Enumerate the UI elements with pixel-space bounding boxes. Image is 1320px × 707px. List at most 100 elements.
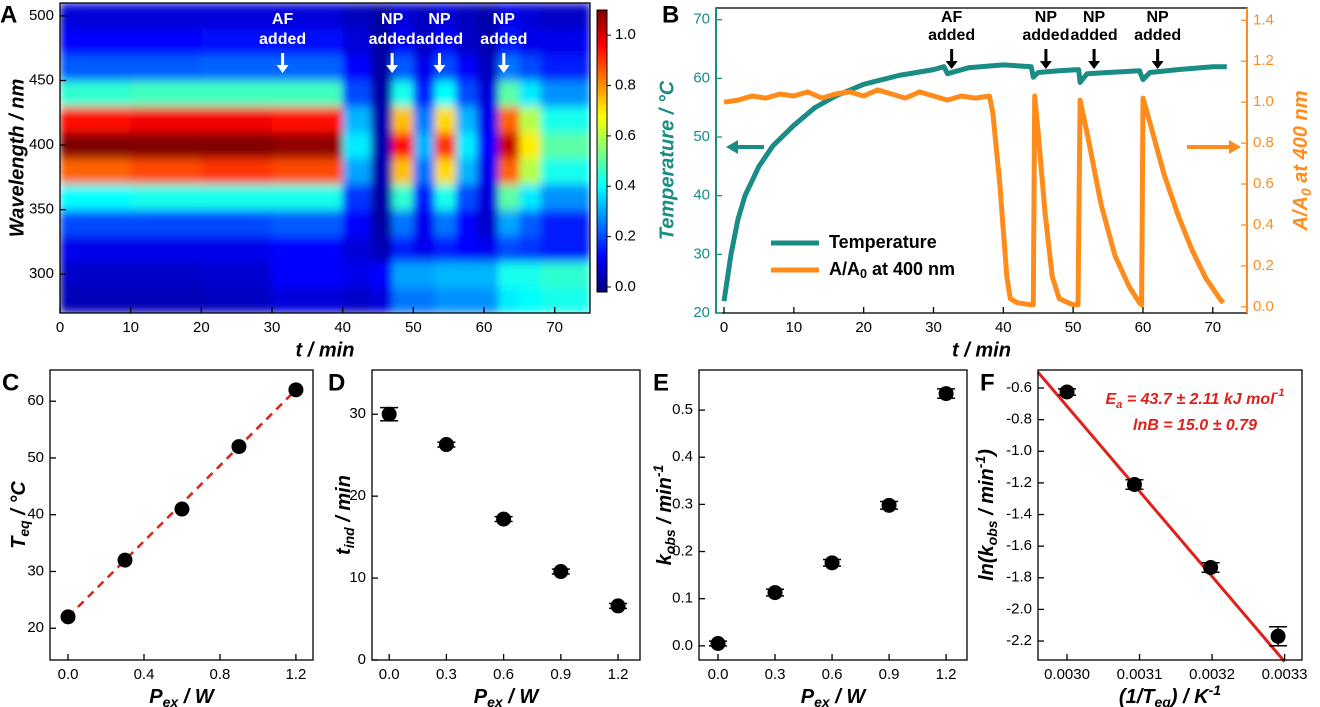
y2-tick-label: 1.0	[1253, 93, 1274, 110]
heatmap-cell	[476, 106, 499, 133]
y-tick-label: 0.0	[672, 637, 693, 654]
colorbar-tick-label: 0.2	[615, 228, 636, 245]
legend-label-part: 0	[860, 267, 867, 281]
heatmap-cell	[272, 132, 344, 159]
plot-frame	[698, 369, 968, 661]
data-point	[1203, 559, 1219, 575]
annotation-arrow-head	[945, 61, 958, 69]
heatmap-cell	[370, 80, 393, 107]
heatmap-cell	[392, 54, 414, 81]
heatmap-cell	[342, 106, 372, 133]
heatmap-cell	[60, 158, 132, 185]
data-point	[710, 635, 726, 651]
data-point	[381, 406, 397, 422]
heatmap-cell	[60, 209, 132, 236]
y-tick-label: 10	[349, 569, 366, 586]
heatmap-cell	[540, 28, 590, 56]
heatmap-cell	[130, 158, 202, 185]
heatmap-cell	[60, 235, 132, 262]
heatmap-cell	[413, 209, 436, 236]
x-tick-label: 10	[786, 319, 803, 336]
heatmap-cell	[455, 209, 478, 236]
x-tick-label: 0.0	[708, 666, 729, 683]
heatmap-cell	[434, 209, 457, 236]
x-tick-label: 50	[405, 319, 422, 336]
x-tick-label: 0.0030	[1044, 666, 1090, 683]
heatmap-cell	[540, 183, 590, 211]
y-tick-label: 0	[358, 651, 366, 668]
fit-note: lnB = 15.0 ± 0.79	[1133, 417, 1257, 434]
heatmap-cell	[272, 28, 344, 56]
y-axis-title-part: -1	[972, 456, 988, 469]
x-tick-label: 30	[264, 319, 281, 336]
heatmap-cell	[60, 3, 132, 30]
y-tick-label: -1.2	[1006, 474, 1032, 491]
heatmap-cell	[272, 287, 344, 313]
heatmap-cell	[455, 235, 478, 262]
heatmap-cell	[455, 80, 478, 107]
y-axis-title-part: -1	[650, 464, 666, 477]
heatmap-cell	[540, 3, 590, 30]
heatmap-cell	[519, 3, 542, 30]
heatmap-cell	[392, 261, 414, 288]
heatmap-cell	[272, 3, 344, 30]
line-series	[721, 62, 1227, 302]
heatmap-cell	[540, 261, 590, 288]
heatmap-cell	[455, 28, 478, 56]
heatmap-cell	[201, 235, 273, 262]
heatmap-cell	[342, 287, 372, 313]
heatmap-cell	[392, 28, 414, 56]
heatmap-cell	[498, 287, 520, 313]
y-tick-label: 60	[27, 392, 44, 409]
panel-label: F	[980, 369, 995, 396]
y-tick-label: 300	[29, 265, 54, 282]
heatmap-cell	[370, 54, 393, 81]
y2-axis-title-part: A/A	[1290, 196, 1312, 231]
legend-label: A/A0 at 400 nm	[829, 259, 955, 282]
y-tick-label: 50	[27, 449, 44, 466]
y-tick-label: 20	[349, 487, 366, 504]
y2-tick-label: 0.6	[1253, 175, 1274, 192]
heatmap-cell	[392, 183, 414, 211]
heatmap-cell	[130, 3, 202, 30]
heatmap-cell	[476, 287, 499, 313]
heatmap-cell	[130, 106, 202, 133]
heatmap-cell	[519, 287, 542, 313]
x-tick-label: 0.3	[765, 666, 786, 683]
y-tick-label: 40	[27, 506, 44, 523]
heatmap-cell	[498, 261, 520, 288]
heatmap-cell	[201, 3, 273, 30]
colorbar-tick-label: 0.4	[615, 177, 636, 194]
heatmap-cell	[370, 28, 393, 56]
heatmap-cell	[476, 28, 499, 56]
heatmap-cell	[342, 3, 372, 30]
y2-tick-label: 1.4	[1253, 11, 1274, 28]
heatmap-cell	[498, 106, 520, 133]
heatmap-cell	[476, 235, 499, 262]
legend-label-part: at 400 nm	[867, 259, 955, 279]
heatmap-cell	[392, 235, 414, 262]
annotation: NP	[1147, 9, 1170, 26]
x-tick-label: 0.9	[550, 666, 571, 683]
fit-note-part: lnB = 15.0 ± 0.79	[1133, 417, 1257, 434]
heatmap-cell	[519, 80, 542, 107]
heatmap-cell	[60, 261, 132, 288]
heatmap-cell	[60, 287, 132, 313]
heatmap	[60, 3, 590, 313]
annotation-arrow-head	[1151, 61, 1164, 69]
y-tick-label: 30	[693, 245, 710, 262]
heatmap-cell	[498, 3, 520, 30]
heatmap-cell	[434, 158, 457, 185]
annotation: NP	[1035, 9, 1058, 26]
colorbar-tick-label: 0.0	[615, 278, 636, 295]
heatmap-cell	[130, 28, 202, 56]
x-tick-label: 0.3	[436, 666, 457, 683]
heatmap-cell	[370, 235, 393, 262]
y-tick-label: 20	[27, 619, 44, 636]
x-axis-title-part: eq	[1154, 694, 1171, 707]
heatmap-cell	[392, 132, 414, 159]
annotation: added	[1134, 27, 1181, 44]
colorbar-tick-label: 0.6	[615, 127, 636, 144]
data-point	[610, 598, 626, 614]
heatmap-cell	[455, 54, 478, 81]
